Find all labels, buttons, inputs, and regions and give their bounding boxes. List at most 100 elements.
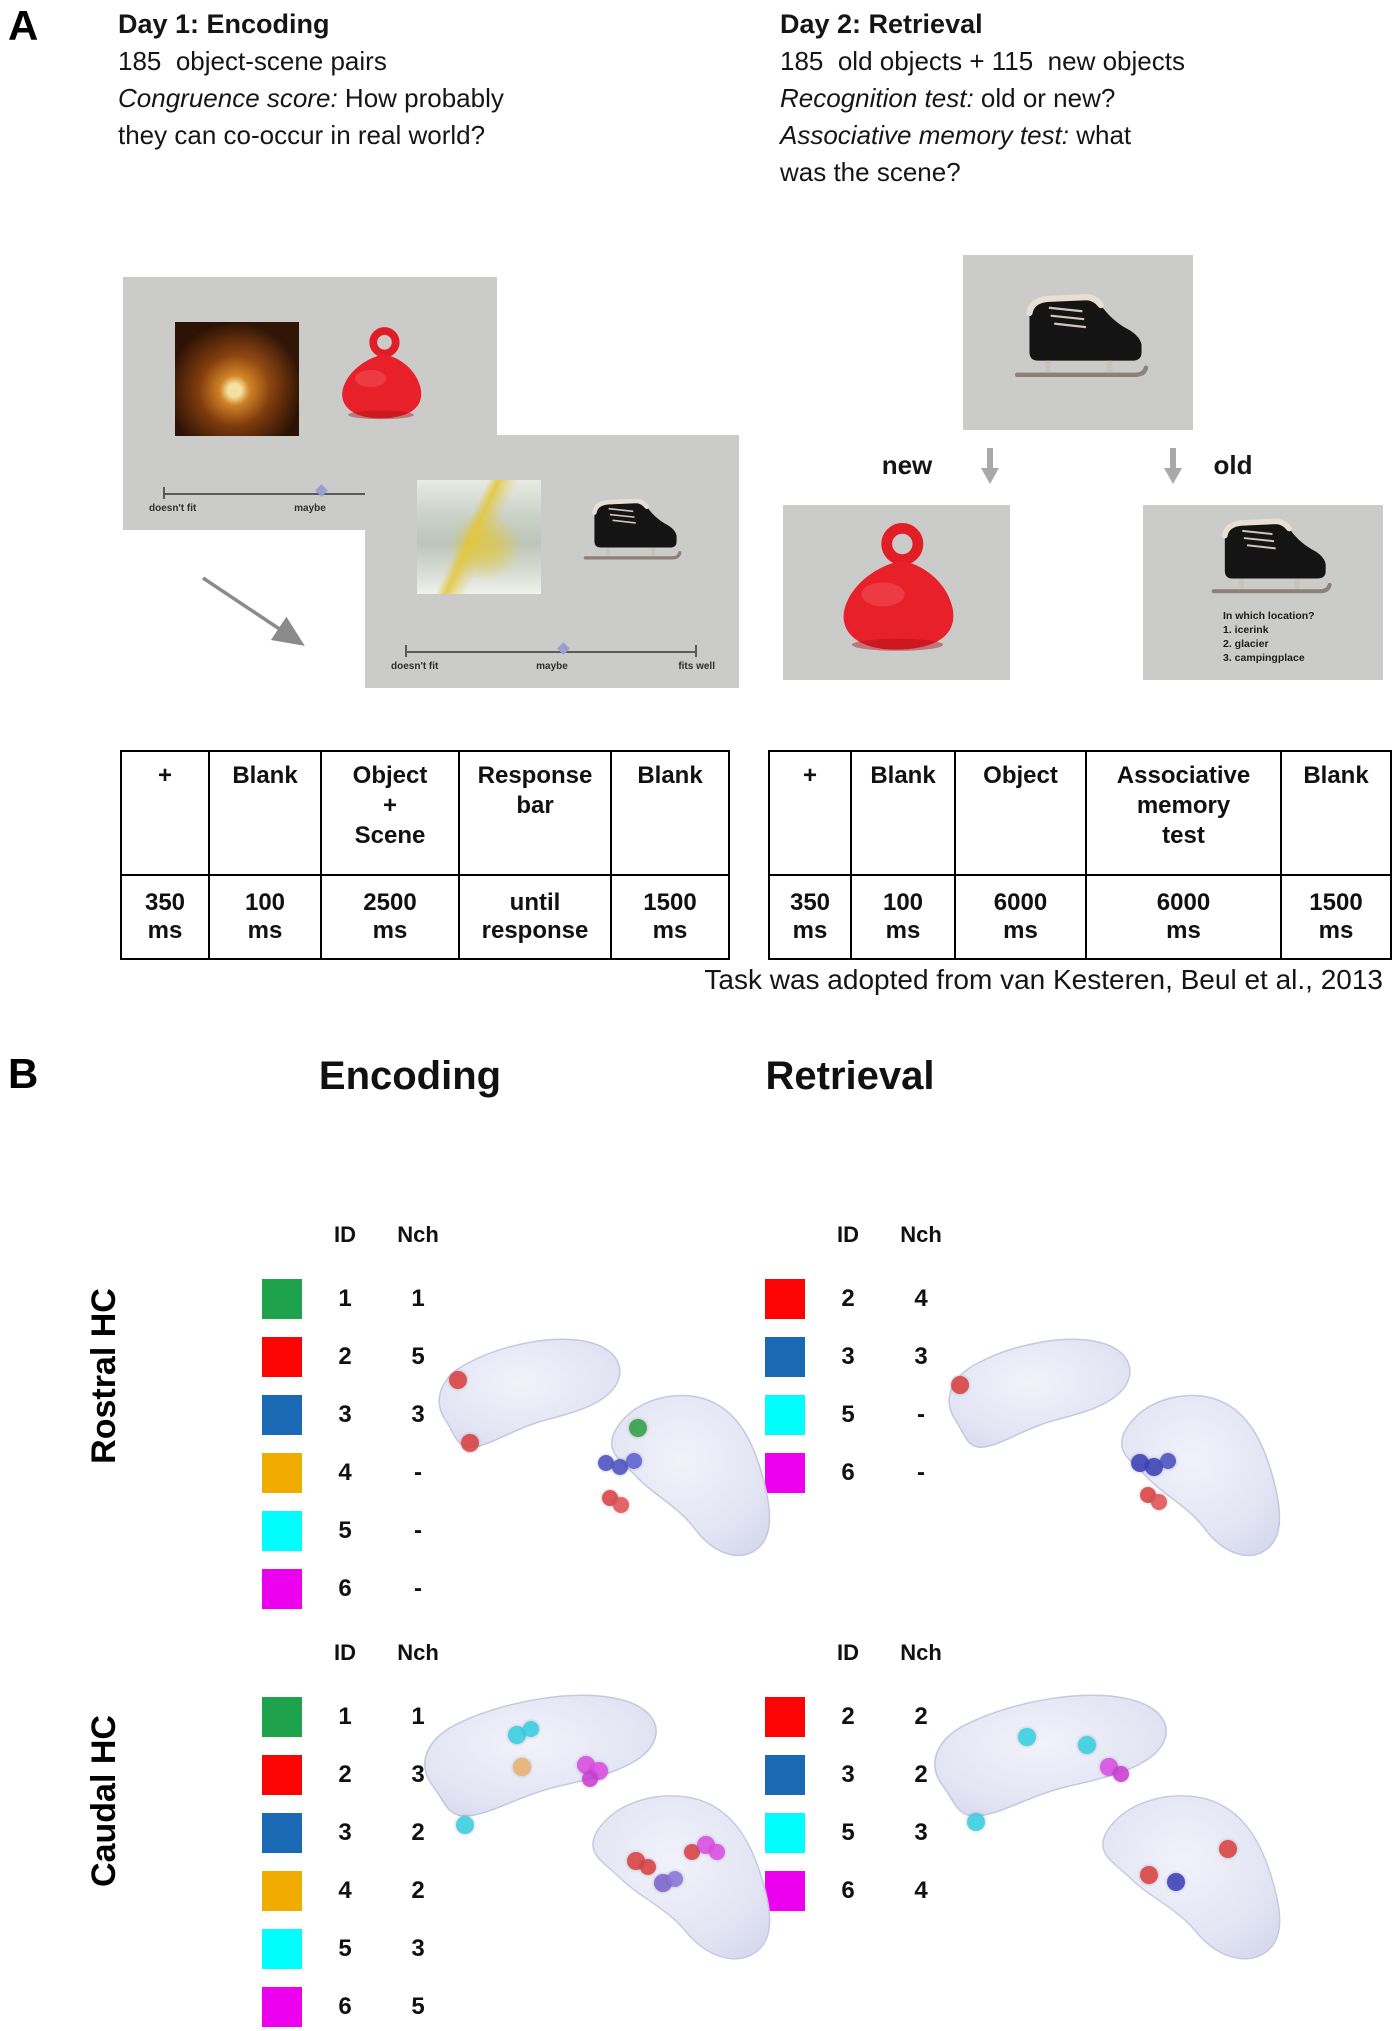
- day2-title: Day 2: Retrieval: [780, 9, 983, 39]
- legend-row: 4-: [262, 1444, 452, 1502]
- legend-nch-header: Nch: [397, 1640, 439, 1665]
- panel-b-label: B: [8, 1050, 39, 1097]
- slider-label-maybe: maybe: [294, 503, 326, 514]
- legend-nch-value: 5: [411, 1993, 425, 2020]
- legend-id-value: 2: [338, 1761, 352, 1788]
- legend-color-swatch: [262, 1697, 302, 1737]
- legend-nch-value: 1: [411, 1285, 425, 1312]
- legend-id-value: 2: [841, 1285, 855, 1312]
- electrode-dot: [461, 1434, 479, 1452]
- legend-nch-value: 2: [411, 1819, 425, 1846]
- legend-nch-value: 3: [411, 1761, 425, 1788]
- legend-id-value: 5: [841, 1401, 855, 1428]
- legend-nch-value: -: [917, 1459, 925, 1486]
- electrode-dot: [1219, 1840, 1237, 1858]
- electrode-dot: [1145, 1458, 1163, 1476]
- day1-line3: they can co-occur in real world?: [118, 120, 486, 150]
- legend-header: ID Nch: [765, 1640, 955, 1688]
- legend-color-swatch: [765, 1337, 805, 1377]
- legend-header: ID Nch: [262, 1222, 452, 1270]
- legend-nch-value: -: [917, 1401, 925, 1428]
- legend-color-swatch: [765, 1395, 805, 1435]
- caudal-encoding-hippocampus-render: [405, 1655, 825, 1985]
- slider-label-fits-well: fits well: [678, 661, 715, 672]
- legend-id-value: 3: [841, 1761, 855, 1788]
- slider-track[interactable]: [163, 493, 455, 495]
- legend-nch-value: 2: [914, 1703, 928, 1730]
- legend-id-value: 5: [338, 1935, 352, 1962]
- object-image-skate: [575, 495, 685, 569]
- legend-color-swatch: [765, 1453, 805, 1493]
- legend-row: 6-: [262, 1560, 452, 1618]
- electrode-dot: [598, 1455, 614, 1471]
- old-label: old: [1213, 450, 1253, 480]
- electrode-dot: [1078, 1736, 1096, 1754]
- electrode-dot: [613, 1497, 629, 1513]
- electrode-dot: [951, 1376, 969, 1394]
- rostral-retrieval-hippocampus-render: [930, 1295, 1300, 1585]
- day1-line2: Congruence score: How probably: [118, 83, 504, 113]
- retrieval-object-screen: [963, 255, 1193, 430]
- legend-id-value: 5: [841, 1819, 855, 1846]
- slider-track[interactable]: [405, 651, 697, 653]
- retrieval-column-title: Retrieval: [765, 1054, 935, 1098]
- legend-id-value: 6: [338, 1993, 352, 2020]
- table-header-cell: Blank: [1280, 750, 1392, 876]
- legend-id-header: ID: [837, 1222, 859, 1247]
- legend-color-swatch: [262, 1755, 302, 1795]
- table-value-cell: 350 ms: [120, 874, 210, 960]
- electrode-dot: [612, 1459, 628, 1475]
- slider-right-tick: [695, 645, 697, 657]
- table-value-cell: 1500 ms: [610, 874, 730, 960]
- legend-color-swatch: [765, 1813, 805, 1853]
- associative-options: 1. icerink 2. glacier 3. campingplace: [1223, 624, 1305, 664]
- table-value-cell: 6000 ms: [954, 874, 1087, 960]
- down-arrow-new-icon: [981, 448, 999, 484]
- retrieval-timing-table: + Blank Object Associative memory test B…: [768, 750, 1392, 960]
- day2-line1: 185 old objects + 115 new objects: [780, 46, 1185, 76]
- electrode-dot: [523, 1721, 539, 1737]
- electrode-dot: [640, 1859, 656, 1875]
- congruence-slider-2[interactable]: doesn't fit maybe fits well: [365, 642, 739, 679]
- legend-nch-value: 3: [914, 1819, 928, 1846]
- scene-image-fireplace: [175, 322, 299, 436]
- legend-header: ID Nch: [262, 1640, 452, 1688]
- table-value-cell: 350 ms: [768, 874, 852, 960]
- trial-sequence-arrow: [202, 576, 305, 646]
- legend-id-value: 4: [338, 1459, 352, 1486]
- table-header-cell: Blank: [850, 750, 956, 876]
- legend-row: 5-: [765, 1386, 955, 1444]
- rostral-encoding-hippocampus-render: [420, 1295, 790, 1585]
- legend-color-swatch: [262, 1453, 302, 1493]
- legend-color-swatch: [262, 1337, 302, 1377]
- panel-a-label: A: [8, 2, 39, 49]
- table-value-cell: 6000 ms: [1085, 874, 1282, 960]
- legend-nch-value: 5: [411, 1343, 425, 1370]
- electrode-dot: [1018, 1728, 1036, 1746]
- legend-color-swatch: [262, 1871, 302, 1911]
- legend-id-header: ID: [334, 1222, 356, 1247]
- legend-color-swatch: [765, 1871, 805, 1911]
- encoding-trial-screen-2: doesn't fit maybe fits well: [365, 435, 739, 688]
- encoding-column-title: Encoding: [318, 1054, 502, 1098]
- slider-label-maybe: maybe: [536, 661, 568, 672]
- table-header-cell: +: [120, 750, 210, 876]
- legend-color-swatch: [765, 1279, 805, 1319]
- slider-left-tick: [405, 645, 407, 657]
- legend-header: ID Nch: [765, 1222, 955, 1270]
- legend-color-swatch: [262, 1987, 302, 2027]
- electrode-dot: [508, 1726, 526, 1744]
- electrode-dot: [1140, 1866, 1158, 1884]
- table-value-cell: 100 ms: [208, 874, 322, 960]
